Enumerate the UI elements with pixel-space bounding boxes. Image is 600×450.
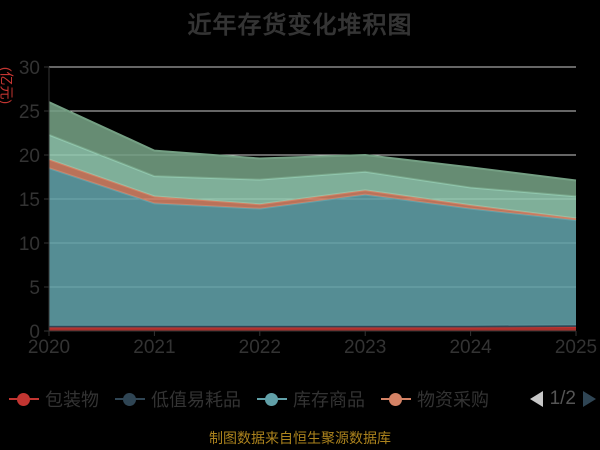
x-axis-tick-label: 2020 [28, 337, 70, 358]
legend-label: 低值易耗品 [151, 390, 241, 410]
stack-area-3 [49, 159, 576, 221]
page-title: 近年存货变化堆积图 [187, 12, 413, 39]
stack-area-5 [49, 102, 576, 197]
data-source-note: 制图数据来自恒生聚源数据库 [209, 430, 391, 446]
line-circle-icon [9, 392, 39, 407]
legend-next-page-icon[interactable] [583, 391, 596, 407]
legend-item-packaging[interactable]: 包装物 [9, 386, 99, 412]
x-axis-tick-label: 2025 [555, 337, 597, 358]
x-axis-tick-label: 2024 [449, 337, 492, 358]
stack-area-2 [49, 168, 576, 326]
y-axis-tick-label: 10 [19, 234, 40, 255]
y-axis-tick-label: 20 [19, 146, 40, 167]
legend-item-stock-goods[interactable]: 库存商品 [257, 386, 365, 412]
stack-line-5 [48, 101, 577, 182]
legend-item-material-purchase[interactable]: 物资采购 [381, 386, 489, 412]
y-axis-tick-label: 25 [19, 102, 40, 123]
x-axis-tick-label: 2023 [344, 337, 386, 358]
legend-label: 库存商品 [293, 390, 365, 410]
legend-pagination: 1/2 [529, 388, 600, 410]
legend-label: 物资采购 [417, 390, 489, 410]
line-circle-icon [381, 392, 411, 407]
y-axis-tick-label: 15 [19, 190, 40, 211]
line-circle-icon [257, 392, 287, 407]
x-axis-tick-label: 2022 [239, 337, 281, 358]
legend-row: 包装物 低值易耗品 库存商品 物资采购 1/2 [9, 386, 600, 412]
legend-label: 包装物 [45, 390, 99, 410]
y-axis-tick-label: 5 [29, 278, 40, 299]
legend-page-indicator: 1/2 [549, 388, 576, 409]
legend-item-low-value-consumables[interactable]: 低值易耗品 [115, 386, 241, 412]
y-axis-tick-label: 30 [19, 58, 40, 79]
line-circle-icon [115, 392, 145, 407]
y-axis-tick-label: 0 [29, 322, 40, 343]
x-axis-tick-label: 2021 [133, 337, 175, 358]
legend-prev-page-icon[interactable] [529, 391, 543, 407]
